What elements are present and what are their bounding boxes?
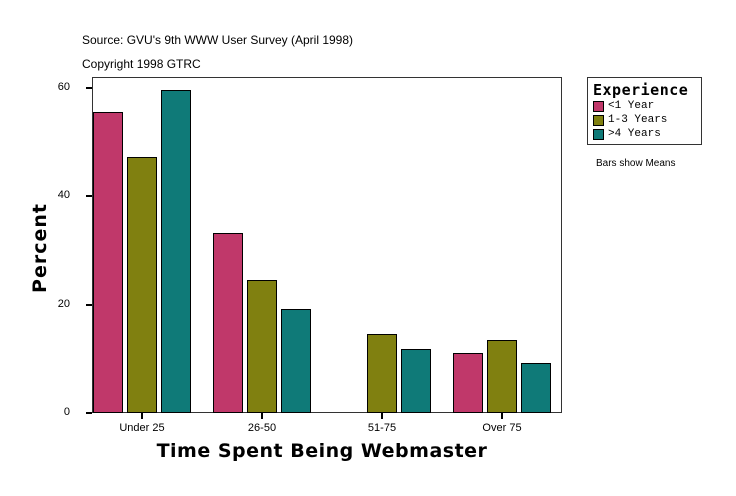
- legend-swatch-icon: [593, 114, 604, 126]
- bar: [161, 90, 191, 413]
- bar: [367, 333, 397, 413]
- x-tick-label: 26-50: [247, 422, 277, 434]
- legend-item: >4 Years: [593, 127, 696, 141]
- bar: [127, 156, 157, 413]
- copyright-caption: Copyright 1998 GTRC: [82, 57, 201, 71]
- legend-item: <1 Year: [593, 99, 696, 113]
- legend-label: 1-3 Years: [608, 114, 668, 126]
- legend: Experience <1 Year 1-3 Years >4 Years: [587, 77, 702, 145]
- plot-area: [92, 77, 562, 413]
- x-tick: [381, 413, 383, 419]
- x-tick-label: Under 25: [119, 422, 165, 434]
- x-axis-title: Time Spent Being Webmaster: [156, 440, 488, 462]
- y-tick-label: 40: [57, 189, 70, 202]
- y-tick: [86, 195, 92, 198]
- legend-label: <1 Year: [608, 100, 655, 112]
- legend-swatch-icon: [593, 128, 604, 140]
- bar: [213, 233, 243, 413]
- bars-note: Bars show Means: [596, 158, 676, 169]
- legend-title: Experience: [593, 81, 689, 99]
- x-tick: [141, 413, 143, 419]
- y-tick-label: 60: [57, 80, 70, 93]
- legend-label: >4 Years: [608, 128, 661, 140]
- y-tick-label: 20: [57, 297, 70, 310]
- bar: [487, 339, 517, 413]
- x-tick: [501, 413, 503, 419]
- y-tick: [86, 412, 92, 414]
- y-axis-title: Percent: [29, 203, 51, 293]
- bar: [93, 111, 123, 413]
- y-tick-label: 0: [63, 406, 70, 418]
- legend-swatch-icon: [593, 100, 604, 112]
- x-tick-label: 51-75: [367, 422, 397, 434]
- y-tick: [86, 86, 92, 89]
- bar: [453, 352, 483, 413]
- bar: [401, 349, 431, 413]
- legend-item: 1-3 Years: [593, 113, 696, 127]
- bar: [281, 308, 311, 413]
- x-tick: [261, 413, 263, 419]
- y-tick: [86, 303, 92, 306]
- x-tick-label: Over 75: [482, 422, 522, 434]
- bar: [247, 279, 277, 413]
- bar: [521, 363, 551, 413]
- source-caption: Source: GVU's 9th WWW User Survey (April…: [82, 33, 354, 47]
